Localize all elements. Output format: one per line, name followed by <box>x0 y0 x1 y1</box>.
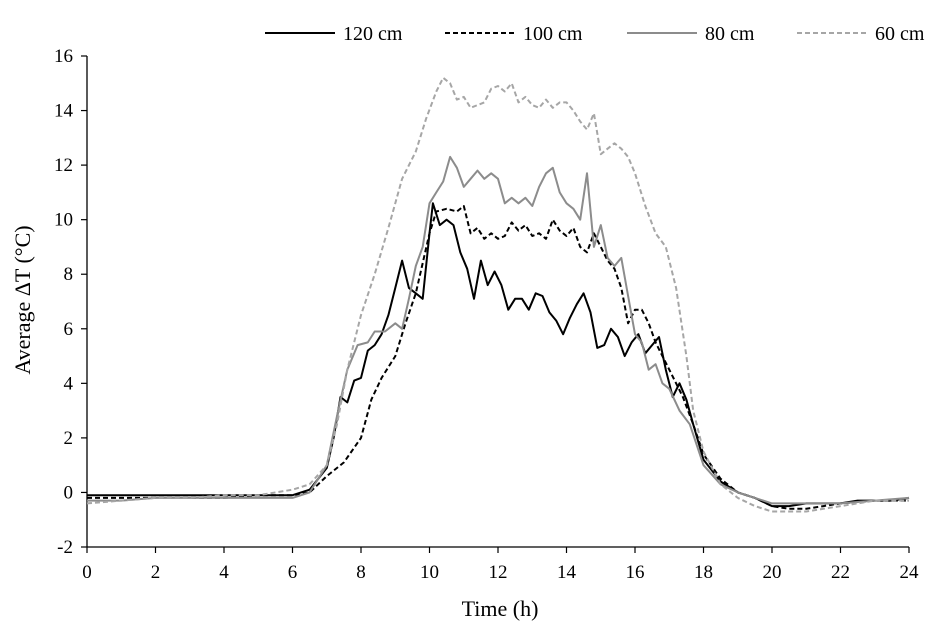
y-tick-label: 12 <box>54 155 73 176</box>
series-line-60-cm <box>86 76 909 513</box>
y-tick-label: -2 <box>57 537 73 558</box>
x-tick-label: 12 <box>489 562 508 583</box>
y-tick-label: 10 <box>54 210 73 231</box>
x-tick-label: 22 <box>831 562 850 583</box>
y-tick-label: 6 <box>64 319 74 340</box>
x-tick-label: 20 <box>763 562 782 583</box>
y-tick-label: 4 <box>64 373 74 394</box>
x-tick-label: 8 <box>356 562 366 583</box>
y-tick-label: 16 <box>54 46 73 67</box>
legend-label-60-cm: 60 cm <box>875 23 925 45</box>
legend-label-100-cm: 100 cm <box>523 23 583 45</box>
x-tick-label: 6 <box>288 562 298 583</box>
y-tick-label: 2 <box>64 428 74 449</box>
series-line-120-cm <box>87 202 910 508</box>
legend-label-80-cm: 80 cm <box>705 23 755 45</box>
y-tick-label: 14 <box>54 101 74 122</box>
x-tick-label: 14 <box>557 562 577 583</box>
legend-label-120-cm: 120 cm <box>343 23 403 45</box>
x-tick-label: 24 <box>900 562 920 583</box>
x-tick-label: 16 <box>626 562 645 583</box>
x-tick-label: 18 <box>694 562 713 583</box>
series-line-80-cm <box>87 155 910 505</box>
x-tick-label: 10 <box>420 562 439 583</box>
series-line-100-cm <box>87 205 909 510</box>
x-tick-label: 4 <box>219 562 229 583</box>
x-tick-label: 2 <box>151 562 161 583</box>
y-tick-label: 8 <box>64 264 74 285</box>
series-layer <box>86 76 910 513</box>
y-axis-title: Average ΔT (°C) <box>10 225 35 374</box>
y-tick-label: 0 <box>64 482 74 503</box>
x-tick-label: 0 <box>82 562 92 583</box>
x-axis-title: Time (h) <box>462 596 539 621</box>
legend: 120 cm 100 cm 80 cm 60 cm <box>265 23 925 45</box>
